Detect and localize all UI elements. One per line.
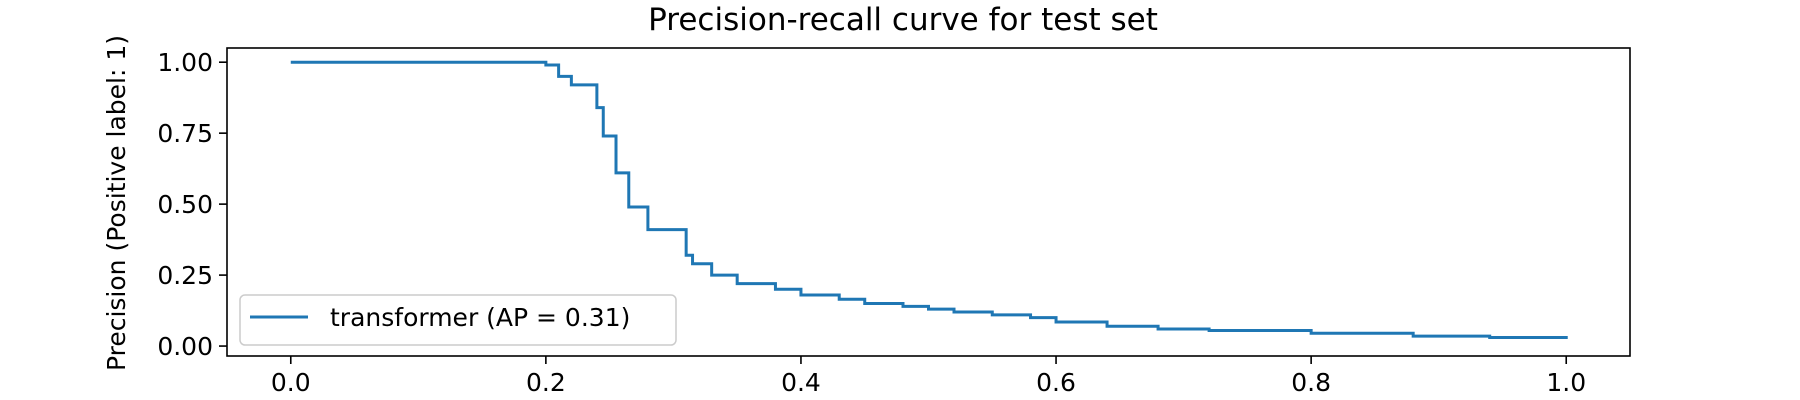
series-line xyxy=(290,60,1568,340)
x-tick-label: 1.0 xyxy=(1546,368,1586,397)
y-tick-label: 0.50 xyxy=(157,190,213,219)
y-tick-label: 0.75 xyxy=(157,119,213,148)
chart-title: Precision-recall curve for test set xyxy=(648,2,1158,38)
x-tick-label: 0.6 xyxy=(1036,368,1076,397)
x-tick-label: 0.8 xyxy=(1291,368,1331,397)
x-axis: 0.0 0.2 0.4 0.6 0.8 1.0 xyxy=(271,356,1586,397)
legend-label: transformer (AP = 0.31) xyxy=(330,303,630,332)
curve-layer xyxy=(290,60,1568,340)
plot-area xyxy=(226,47,1631,357)
plot-frame xyxy=(226,47,1631,357)
y-axis-label: Precision (Positive label: 1) xyxy=(102,35,131,371)
x-tick-label: 0.4 xyxy=(781,368,821,397)
x-tick-label: 0.2 xyxy=(526,368,566,397)
x-tick-label: 0.0 xyxy=(271,368,311,397)
legend-box xyxy=(239,294,677,346)
y-tick-label: 0.00 xyxy=(157,332,213,361)
y-tick-label: 0.25 xyxy=(157,261,213,290)
y-tick-label: 1.00 xyxy=(157,48,213,77)
legend: transformer (AP = 0.31) xyxy=(239,294,677,346)
y-axis: 0.00 0.25 0.50 0.75 1.00 xyxy=(157,48,227,361)
